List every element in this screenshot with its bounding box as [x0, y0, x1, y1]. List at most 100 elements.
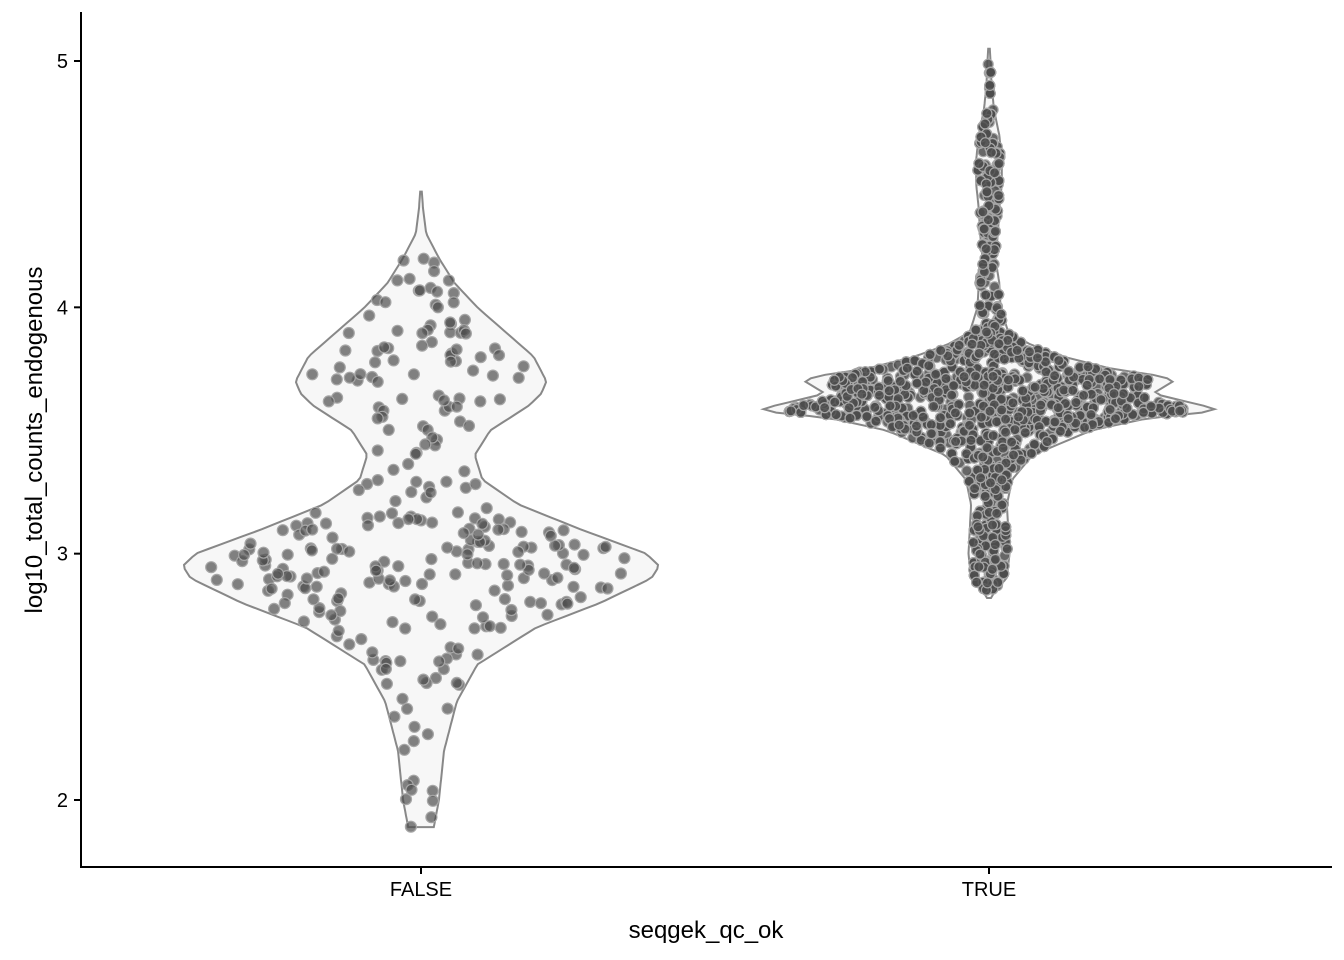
data-point: [373, 510, 386, 523]
data-point: [947, 380, 960, 392]
data-point: [333, 361, 346, 374]
data-point: [989, 225, 1002, 237]
data-point: [1029, 381, 1041, 393]
violin-layer: [182, 47, 1218, 829]
data-point: [471, 648, 484, 661]
data-point: [984, 477, 997, 489]
y-tick-label: 2: [57, 790, 68, 812]
data-point: [385, 507, 399, 520]
y-tick-label: 3: [57, 544, 68, 566]
data-point: [313, 601, 326, 615]
points-true: [783, 58, 1189, 596]
data-point: [459, 327, 472, 340]
data-point: [972, 521, 984, 533]
data-point: [1082, 361, 1094, 373]
data-point: [388, 710, 401, 723]
data-point: [415, 577, 429, 591]
data-point: [997, 442, 1009, 454]
data-point: [387, 354, 400, 367]
data-point: [961, 465, 973, 477]
data-point: [268, 602, 281, 616]
data-point: [369, 356, 382, 369]
data-point: [923, 437, 935, 449]
data-point: [1041, 436, 1053, 448]
data-point: [401, 702, 414, 715]
data-point: [574, 591, 587, 604]
data-point: [210, 573, 223, 587]
data-point: [1011, 344, 1023, 356]
data-point: [389, 495, 402, 508]
data-point: [989, 553, 1002, 566]
data-point: [977, 258, 989, 270]
data-point: [923, 360, 935, 372]
data-point: [985, 146, 998, 159]
data-point: [440, 475, 453, 488]
data-point: [469, 599, 482, 612]
data-point: [397, 254, 410, 267]
data-point: [497, 557, 510, 571]
data-point: [927, 400, 940, 412]
data-point: [461, 548, 474, 561]
data-point: [568, 538, 581, 551]
data-point: [399, 622, 412, 635]
data-point: [462, 419, 476, 432]
data-point: [982, 214, 994, 226]
data-point: [974, 472, 987, 484]
data-point: [996, 474, 1008, 486]
data-point: [434, 618, 447, 631]
data-point: [988, 167, 1001, 179]
data-point: [391, 324, 404, 337]
data-point: [342, 326, 355, 340]
data-point: [843, 402, 855, 414]
data-point: [392, 560, 405, 573]
data-point: [1174, 405, 1186, 417]
data-point: [1031, 352, 1044, 364]
data-point: [828, 374, 841, 386]
data-point: [911, 377, 923, 389]
data-point: [306, 523, 319, 536]
data-point: [969, 370, 982, 382]
data-point: [993, 338, 1005, 350]
data-point: [467, 364, 480, 377]
data-point: [366, 646, 379, 659]
data-point: [391, 274, 404, 287]
data-point: [505, 603, 518, 617]
data-point: [306, 368, 319, 381]
data-point: [988, 348, 1001, 360]
data-point: [992, 576, 1004, 589]
data-point: [949, 455, 961, 467]
data-point: [417, 673, 430, 686]
data-point: [992, 189, 1005, 202]
data-point: [512, 545, 525, 559]
data-point: [856, 388, 868, 400]
data-point: [870, 415, 882, 427]
data-point: [458, 465, 471, 478]
data-point: [425, 552, 438, 566]
data-point: [614, 567, 628, 580]
data-point: [949, 435, 962, 448]
data-point: [999, 413, 1012, 425]
data-point: [1048, 370, 1061, 382]
data-point: [449, 568, 462, 581]
data-point: [998, 353, 1011, 365]
data-point: [992, 288, 1005, 301]
data-point: [451, 506, 464, 519]
data-point: [873, 389, 886, 401]
data-point: [577, 548, 590, 561]
data-point: [985, 66, 997, 79]
data-point: [492, 523, 505, 536]
data-point: [343, 638, 356, 651]
data-point: [981, 186, 993, 198]
data-point: [361, 519, 375, 532]
data-point: [830, 409, 842, 421]
data-point: [370, 564, 383, 577]
data-point: [326, 531, 339, 544]
data-point: [1007, 397, 1019, 409]
data-point: [1049, 416, 1061, 428]
data-point: [978, 379, 990, 391]
data-point: [538, 567, 551, 580]
data-point: [297, 615, 310, 628]
data-point: [999, 426, 1012, 438]
data-point: [403, 272, 416, 285]
data-point: [410, 475, 423, 488]
